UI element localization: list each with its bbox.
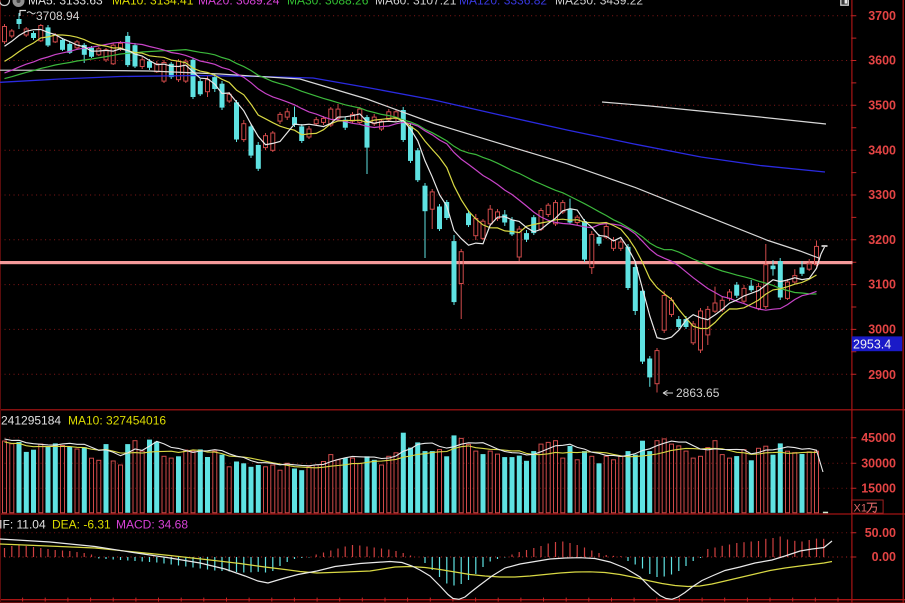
svg-text:DIF: 11.04: DIF: 11.04 xyxy=(0,517,46,531)
svg-text:241295184: 241295184 xyxy=(1,413,61,427)
svg-text:MA10: 327454016: MA10: 327454016 xyxy=(68,413,166,427)
svg-text:3400: 3400 xyxy=(868,143,896,157)
svg-text:DEA: -6.31: DEA: -6.31 xyxy=(52,517,111,531)
svg-text:30000: 30000 xyxy=(861,456,896,470)
svg-text:MA20: 3089.24: MA20: 3089.24 xyxy=(198,0,280,8)
svg-text:MA10: 3134.41: MA10: 3134.41 xyxy=(112,0,194,8)
svg-text:3708.94: 3708.94 xyxy=(36,9,80,23)
svg-text:50.00: 50.00 xyxy=(865,526,896,540)
svg-text:MACD: 34.68: MACD: 34.68 xyxy=(116,517,188,531)
svg-text:2863.65: 2863.65 xyxy=(676,386,720,400)
svg-text:3200: 3200 xyxy=(868,233,896,247)
svg-text:3500: 3500 xyxy=(868,99,896,113)
svg-text:0.00: 0.00 xyxy=(872,550,896,564)
svg-text:X1: X1 xyxy=(854,502,867,514)
svg-text:MA120: 3336.82: MA120: 3336.82 xyxy=(459,0,547,8)
svg-text:3000: 3000 xyxy=(868,323,896,337)
svg-text:3100: 3100 xyxy=(868,278,896,292)
svg-text:3700: 3700 xyxy=(868,9,896,23)
svg-text:3600: 3600 xyxy=(868,54,896,68)
svg-text:MA60: 3107.21: MA60: 3107.21 xyxy=(375,0,457,8)
svg-text:2953.4: 2953.4 xyxy=(853,337,891,351)
svg-text:3300: 3300 xyxy=(868,188,896,202)
svg-text:2900: 2900 xyxy=(868,368,896,382)
svg-text:MA250: 3439.22: MA250: 3439.22 xyxy=(555,0,643,8)
svg-text:45000: 45000 xyxy=(861,431,896,445)
svg-text:15000: 15000 xyxy=(861,481,896,495)
svg-text:MA5: 3133.63: MA5: 3133.63 xyxy=(28,0,103,8)
svg-text:MA30: 3088.26: MA30: 3088.26 xyxy=(287,0,369,8)
